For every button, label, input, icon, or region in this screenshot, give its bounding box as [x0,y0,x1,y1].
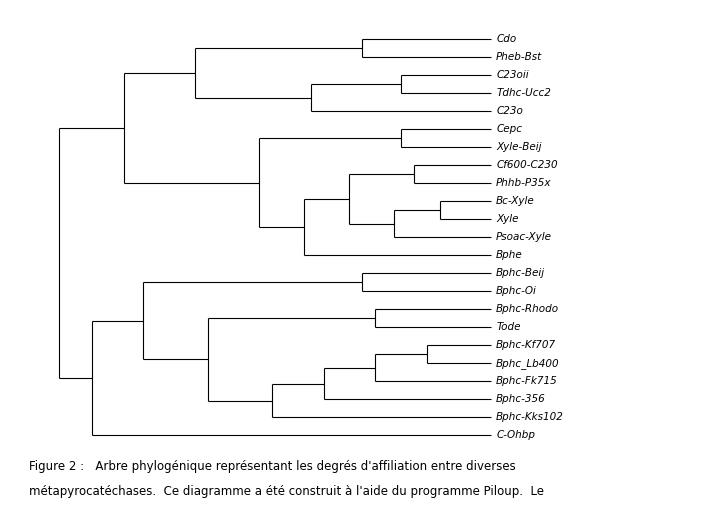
Text: Bphe: Bphe [496,250,523,261]
Text: Bphc-Oi: Bphc-Oi [496,286,537,296]
Text: Bphc_Lb400: Bphc_Lb400 [496,358,560,369]
Text: Bc-Xyle: Bc-Xyle [496,196,535,207]
Text: Bphc-Fk715: Bphc-Fk715 [496,376,558,386]
Text: Xyle-Beij: Xyle-Beij [496,142,541,153]
Text: C23o: C23o [496,107,523,116]
Text: Cf600-C230: Cf600-C230 [496,160,558,170]
Text: Psoac-Xyle: Psoac-Xyle [496,232,552,242]
Text: Bphc-Beij: Bphc-Beij [496,268,546,278]
Text: Cepc: Cepc [496,124,522,134]
Text: C23oii: C23oii [496,70,529,80]
Text: Bphc-Kf707: Bphc-Kf707 [496,340,556,350]
Text: Cdo: Cdo [496,34,516,44]
Text: Phhb-P35x: Phhb-P35x [496,178,551,188]
Text: Figure 2 :   Arbre phylogénique représentant les degrés d'affiliation entre dive: Figure 2 : Arbre phylogénique représenta… [29,460,516,473]
Text: Tdhc-Ucc2: Tdhc-Ucc2 [496,88,551,98]
Text: Bphc-Rhodo: Bphc-Rhodo [496,305,559,315]
Text: Bphc-356: Bphc-356 [496,394,546,405]
Text: Xyle: Xyle [496,214,518,224]
Text: Bphc-Kks102: Bphc-Kks102 [496,413,564,422]
Text: métapyrocatéchases.  Ce diagramme a été construit à l'aide du programme Piloup. : métapyrocatéchases. Ce diagramme a été c… [29,485,544,498]
Text: C-Ohbp: C-Ohbp [496,430,535,440]
Text: Tode: Tode [496,322,521,332]
Text: Pheb-Bst: Pheb-Bst [496,53,543,62]
